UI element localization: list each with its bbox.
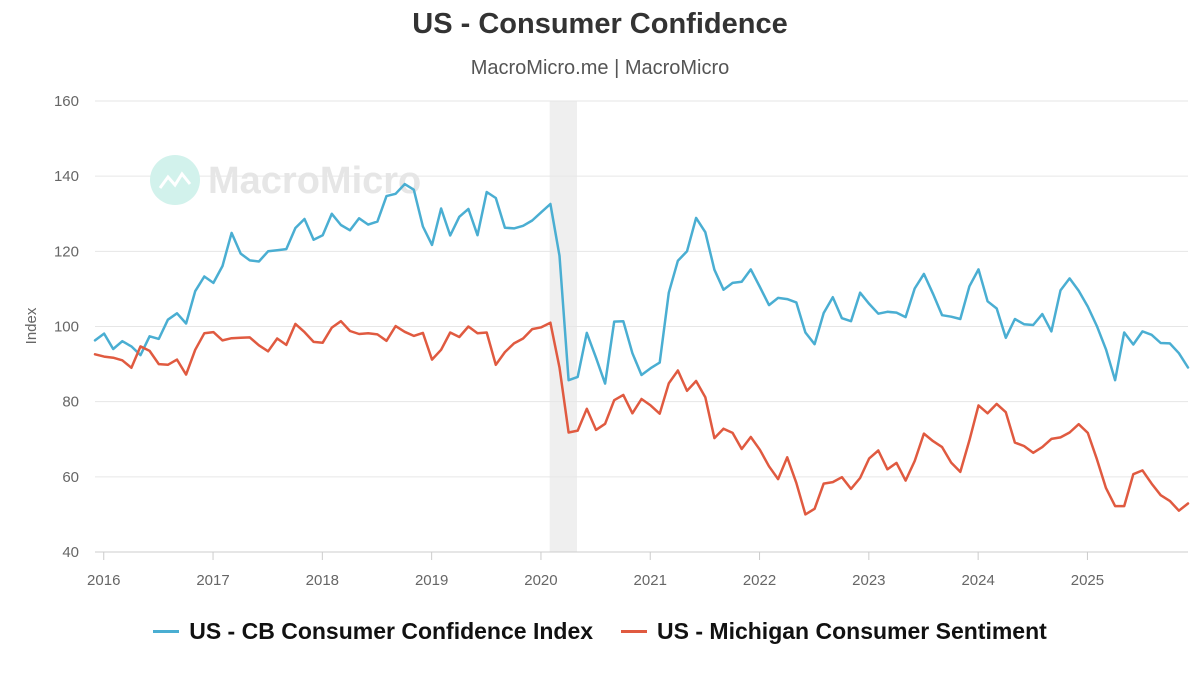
chart-subtitle: MacroMicro.me | MacroMicro: [470, 57, 730, 79]
x-tick-label: 2017: [196, 572, 229, 589]
x-tick-label: 2022: [743, 572, 776, 589]
x-tick-label: 2018: [306, 572, 339, 589]
x-tick-label: 2019: [415, 572, 448, 589]
axes: 40 60 80 100 120 140 160 2016 2017 2018 2019 2020 20…: [54, 93, 1188, 589]
series-line-0: [93, 182, 1190, 385]
y-tick-label: 140: [54, 168, 79, 185]
watermark-text: MacroMicro: [208, 160, 421, 202]
series-line-1: [93, 319, 1190, 516]
series-layer: [93, 182, 1190, 516]
y-tick-label: 60: [62, 469, 79, 486]
watermark: MacroMicro: [150, 155, 421, 205]
legend-item-michigan[interactable]: US - Michigan Consumer Sentiment: [621, 618, 1047, 645]
gridlines: [95, 100, 1188, 478]
y-tick-label: 160: [54, 93, 79, 110]
watermark-logo-icon: [150, 155, 200, 205]
y-tick-label: 120: [54, 243, 79, 260]
legend-label-michigan: US - Michigan Consumer Sentiment: [657, 618, 1047, 644]
y-axis-label: Index: [23, 307, 40, 344]
x-tick-label: 2023: [852, 572, 885, 589]
legend-item-cb[interactable]: US - CB Consumer Confidence Index: [153, 618, 593, 645]
y-tick-label: 100: [54, 319, 79, 336]
legend-label-cb: US - CB Consumer Confidence Index: [189, 618, 594, 644]
legend: US - CB Consumer Confidence Index US - M…: [0, 618, 1200, 645]
y-tick-label: 80: [62, 394, 79, 411]
x-tick-label: 2021: [634, 572, 667, 589]
chart-title: US - Consumer Confidence: [412, 8, 788, 40]
y-tick-label: 40: [62, 544, 79, 561]
watermark-logo-mark-icon: [158, 171, 192, 189]
x-tick-label: 2016: [87, 572, 120, 589]
x-tick-label: 2025: [1071, 572, 1104, 589]
legend-swatch-cb: [153, 630, 180, 633]
x-tick-label: 2024: [961, 572, 994, 589]
x-tick-label: 2020: [524, 572, 557, 589]
legend-swatch-michigan: [621, 630, 648, 633]
